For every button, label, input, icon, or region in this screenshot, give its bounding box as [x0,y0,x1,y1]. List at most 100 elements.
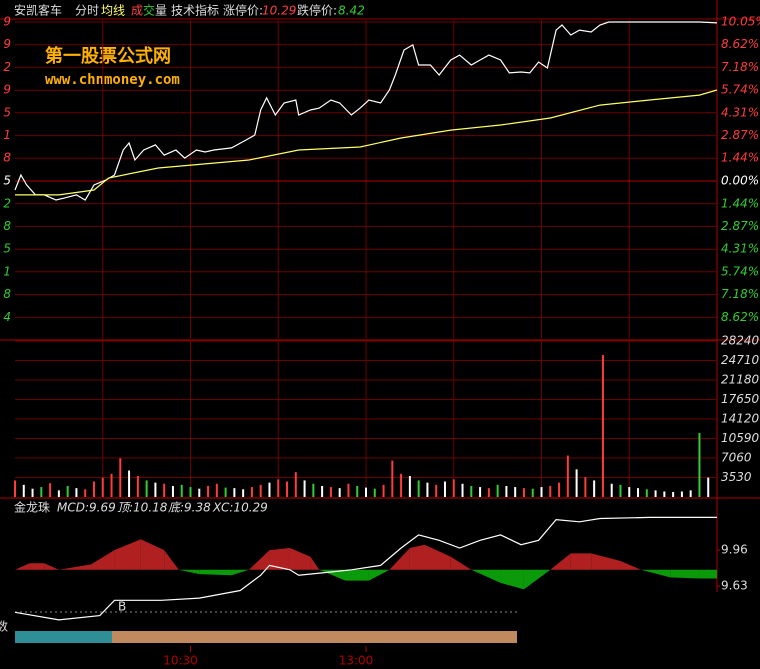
volume-bar [163,483,166,497]
stock-name: 安凯客车 [14,3,62,18]
y-tick-label: 17650 [721,392,760,406]
volume-bar [373,488,376,497]
oscillator-area [249,550,270,570]
volume-bar [452,479,455,497]
y-tick-label: 9.63 [721,579,748,593]
y-tick-label: 8.62% [721,37,759,51]
oscillator-area [29,563,45,570]
volume-bar [189,487,192,497]
signal-bar [112,631,517,643]
tab[interactable]: 成 [131,4,143,18]
volume-bar [57,490,60,497]
oscillator-area [368,569,390,581]
volume-bar [505,485,508,497]
indicator-value: 顶:10.18 [117,501,168,515]
oscillator-area [345,569,369,581]
volume-bar [391,460,394,497]
volume-bar [171,485,174,497]
y-tick-label-left: 5 [3,105,11,119]
oscillator-area [450,556,472,570]
volume-bar [22,484,25,497]
y-tick-label-left: 1 [3,264,11,278]
volume-bar [514,487,517,497]
y-tick-label: 5.74% [721,83,759,97]
volume-bar [584,477,587,497]
volume-bar [110,473,113,497]
y-tick-label: 2.87% [721,128,759,142]
volume-bar [531,488,534,497]
y-tick-label: 9.96 [721,543,748,557]
volume-bar [619,484,622,497]
price-line [15,89,718,196]
oscillator-area [319,569,346,581]
volume-bar [277,479,280,497]
tab[interactable]: 技术指标 [171,3,219,18]
volume-bar [40,487,43,497]
oscillator-area [164,550,179,570]
oscillator-area [620,561,641,570]
y-tick-label-left: 2 [3,196,11,210]
volume-bar [242,489,245,497]
oscillator-area [231,569,249,576]
volume-bar [417,480,420,497]
volume-bar [654,490,657,497]
volume-bar [470,485,473,497]
volume-bar [575,469,578,497]
watermark-title: 第一股票公式网 [45,45,171,67]
tab[interactable]: 分时 [75,4,99,18]
volume-bar [645,489,648,497]
y-tick-label-left: 9 [3,37,11,51]
volume-bar [31,488,34,497]
oscillator-area [670,569,700,579]
oscillator-area [570,553,592,570]
tab[interactable]: 交 [143,3,155,18]
indicator-line [14,516,717,621]
tab[interactable]: 均线 [101,4,125,18]
y-tick-label-left: 8 [3,287,11,301]
y-tick-label-left: 8 [3,219,11,233]
oscillator-area [58,564,92,570]
volume-bar [268,482,271,497]
volume-bar [215,483,218,497]
indicator-title: 金龙珠 [14,500,50,515]
y-tick-label: 24710 [721,353,760,367]
oscillator-area [550,553,571,570]
y-tick-label: 10590 [721,431,760,445]
y-tick-label-left: 2 [3,60,11,74]
tab[interactable]: 量 [155,4,167,18]
x-tick-label: 10:30 [163,654,198,668]
y-tick-label: 0.00% [721,174,759,188]
volume-bar [321,485,324,497]
oscillator-area [289,547,311,570]
limit-label: 跌停价: [297,3,337,18]
oscillator-area [471,569,501,583]
volume-bar [101,477,104,497]
y-tick-label: 21180 [721,373,760,387]
oscillator-area [269,547,290,570]
y-tick-label: 7.18% [721,60,759,74]
oscillator-area [140,539,165,570]
volume-bar [145,480,148,497]
volume-bar [435,484,438,497]
volume-bar [698,432,701,497]
y-tick-label: 10.05% [721,15,760,29]
y-tick-label-left: 8 [3,151,11,165]
y-tick-label-left: 4 [3,310,11,324]
volume-bar [329,487,332,497]
volume-bar [426,482,429,497]
y-tick-label-left: 9 [3,15,11,29]
volume-bar [286,481,289,497]
signal-bar [15,631,112,643]
volume-bar [365,487,367,497]
price-line [14,21,718,201]
limit-value: 8.42 [338,4,365,18]
oscillator-area [114,539,141,570]
volume-bar [601,355,604,497]
oscillator-area [500,569,524,590]
oscillator-area [699,569,717,579]
volume-bar [487,488,490,497]
volume-bar [136,476,139,497]
volume-bar [443,481,446,497]
volume-bar [707,477,710,497]
oscillator-area [591,553,621,570]
